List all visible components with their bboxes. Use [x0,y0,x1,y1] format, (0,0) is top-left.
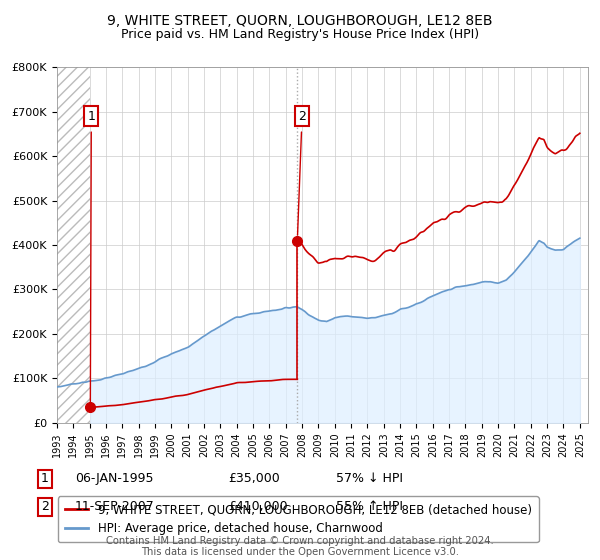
Legend: 9, WHITE STREET, QUORN, LOUGHBOROUGH, LE12 8EB (detached house), HPI: Average pr: 9, WHITE STREET, QUORN, LOUGHBOROUGH, LE… [58,496,539,542]
Text: 2: 2 [41,500,49,514]
Text: Contains HM Land Registry data © Crown copyright and database right 2024.
This d: Contains HM Land Registry data © Crown c… [106,535,494,557]
Text: 55% ↑ HPI: 55% ↑ HPI [336,500,403,514]
Text: 11-SEP-2007: 11-SEP-2007 [75,500,155,514]
Text: £35,000: £35,000 [228,472,280,486]
Text: 2: 2 [298,110,306,235]
Text: 57% ↓ HPI: 57% ↓ HPI [336,472,403,486]
Text: 9, WHITE STREET, QUORN, LOUGHBOROUGH, LE12 8EB: 9, WHITE STREET, QUORN, LOUGHBOROUGH, LE… [107,14,493,28]
Text: Price paid vs. HM Land Registry's House Price Index (HPI): Price paid vs. HM Land Registry's House … [121,28,479,41]
Text: 1: 1 [41,472,49,486]
Text: £410,000: £410,000 [228,500,287,514]
Text: 1: 1 [88,110,95,402]
Text: 06-JAN-1995: 06-JAN-1995 [75,472,154,486]
Bar [57,67,91,423]
